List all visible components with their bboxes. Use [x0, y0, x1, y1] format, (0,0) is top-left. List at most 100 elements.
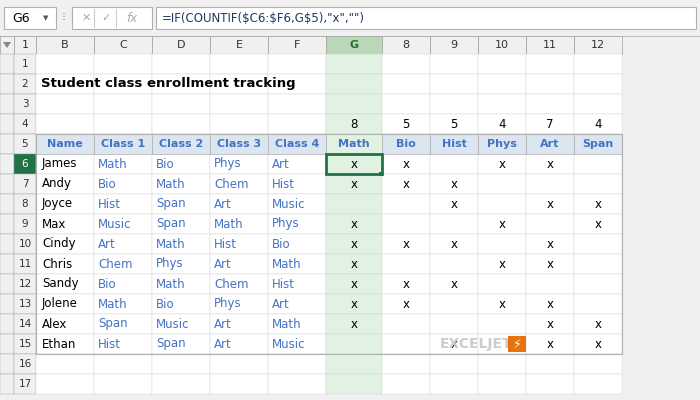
- Bar: [210, 334, 268, 354]
- Text: Bio: Bio: [156, 298, 174, 310]
- Text: E: E: [235, 40, 242, 50]
- Text: 7: 7: [546, 118, 554, 130]
- Text: D: D: [176, 40, 186, 50]
- Bar: [210, 94, 268, 114]
- Text: 12: 12: [591, 40, 605, 50]
- Bar: [152, 174, 210, 194]
- Text: x: x: [547, 238, 554, 250]
- Bar: [430, 36, 478, 54]
- Bar: [268, 36, 326, 54]
- Bar: [430, 314, 478, 334]
- Bar: [430, 194, 478, 214]
- Bar: [526, 354, 574, 374]
- Text: Music: Music: [272, 338, 305, 350]
- Text: 6: 6: [22, 159, 28, 169]
- Text: Art: Art: [540, 139, 560, 149]
- Bar: [0, 0, 700, 36]
- Text: x: x: [451, 338, 458, 350]
- Bar: [4, 7, 56, 29]
- Bar: [526, 334, 574, 354]
- Bar: [94, 154, 152, 174]
- Text: Span: Span: [582, 139, 614, 149]
- Bar: [152, 134, 210, 154]
- Text: 4: 4: [498, 118, 505, 130]
- Text: x: x: [547, 198, 554, 210]
- Bar: [0, 334, 14, 354]
- Bar: [14, 374, 36, 394]
- Bar: [382, 174, 430, 194]
- Bar: [326, 334, 382, 354]
- Bar: [430, 154, 478, 174]
- Bar: [526, 174, 574, 194]
- Bar: [326, 214, 382, 234]
- Bar: [430, 334, 478, 354]
- Bar: [14, 294, 36, 314]
- Bar: [326, 374, 382, 394]
- Text: Name: Name: [47, 139, 83, 149]
- Bar: [478, 54, 526, 74]
- Text: 2: 2: [22, 79, 28, 89]
- Bar: [478, 134, 526, 154]
- Bar: [268, 214, 326, 234]
- Text: x: x: [351, 178, 358, 190]
- Bar: [430, 114, 478, 134]
- Bar: [210, 174, 268, 194]
- Bar: [36, 254, 94, 274]
- Bar: [526, 254, 574, 274]
- Bar: [210, 54, 268, 74]
- Bar: [508, 336, 526, 352]
- Bar: [382, 134, 430, 154]
- Text: Span: Span: [156, 218, 186, 230]
- Bar: [36, 194, 94, 214]
- Bar: [210, 134, 268, 154]
- Bar: [268, 134, 326, 154]
- Bar: [210, 36, 268, 54]
- Text: x: x: [451, 278, 458, 290]
- Text: Sandy: Sandy: [42, 278, 78, 290]
- Bar: [478, 294, 526, 314]
- Bar: [210, 234, 268, 254]
- Bar: [478, 214, 526, 234]
- Bar: [14, 234, 36, 254]
- Text: x: x: [498, 298, 505, 310]
- Bar: [526, 374, 574, 394]
- Bar: [574, 234, 622, 254]
- Text: ⁝: ⁝: [62, 12, 66, 24]
- Bar: [94, 254, 152, 274]
- Text: Math: Math: [338, 139, 370, 149]
- Text: Math: Math: [272, 258, 302, 270]
- Text: x: x: [402, 278, 409, 290]
- Text: Math: Math: [156, 278, 186, 290]
- Bar: [382, 74, 430, 94]
- Text: Alex: Alex: [42, 318, 67, 330]
- Bar: [152, 194, 210, 214]
- Bar: [268, 314, 326, 334]
- Bar: [94, 354, 152, 374]
- Bar: [326, 154, 382, 174]
- Text: 14: 14: [18, 319, 32, 329]
- Bar: [0, 194, 14, 214]
- Bar: [36, 374, 94, 394]
- Bar: [0, 114, 14, 134]
- Text: Class 2: Class 2: [159, 139, 203, 149]
- Bar: [382, 314, 430, 334]
- Text: 8: 8: [402, 40, 409, 50]
- Bar: [382, 274, 430, 294]
- Text: Andy: Andy: [42, 178, 72, 190]
- Bar: [526, 94, 574, 114]
- Bar: [430, 54, 478, 74]
- Text: Class 3: Class 3: [217, 139, 261, 149]
- Bar: [430, 174, 478, 194]
- Text: Music: Music: [156, 318, 190, 330]
- Text: 16: 16: [18, 359, 32, 369]
- Bar: [152, 234, 210, 254]
- Bar: [152, 154, 210, 174]
- Bar: [36, 174, 94, 194]
- Bar: [382, 334, 430, 354]
- Text: x: x: [402, 238, 409, 250]
- Bar: [478, 154, 526, 174]
- Bar: [268, 154, 326, 174]
- Text: 5: 5: [22, 139, 28, 149]
- Bar: [574, 114, 622, 134]
- Text: x: x: [498, 158, 505, 170]
